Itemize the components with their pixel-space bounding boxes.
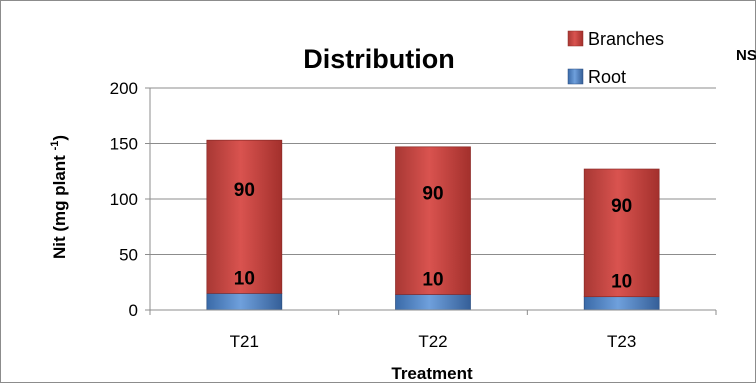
y-tick-label: 0	[129, 301, 138, 320]
y-axis-label-superscript: -1	[49, 141, 61, 151]
y-axis-label-close: )	[50, 135, 69, 141]
data-label-branches: 90	[611, 196, 632, 217]
x-tick-label: T23	[607, 332, 636, 351]
x-axis-label: Treatment	[391, 364, 473, 383]
data-label-branches: 90	[422, 184, 443, 205]
x-tick-label: T22	[418, 332, 447, 351]
legend-label-root: Root	[588, 67, 626, 87]
legend-swatch-branches	[567, 30, 584, 47]
bar-root-t22	[395, 294, 471, 311]
chart-title: Distribution	[303, 44, 454, 74]
y-tick-label: 150	[110, 135, 138, 154]
legend-label-branches: Branches	[588, 29, 664, 49]
bar-root-t23	[583, 296, 660, 311]
legend: Branches Root	[567, 29, 664, 87]
y-tick-labels: 0 50 100 150 200	[110, 79, 138, 320]
y-tick-label: 100	[110, 190, 138, 209]
y-tick-label: 50	[119, 246, 138, 265]
data-label-root: 10	[611, 272, 632, 293]
data-label-branches: 90	[234, 180, 255, 201]
x-tick-labels: T21 T22 T23	[230, 332, 637, 351]
corner-note: NS	[736, 47, 756, 64]
legend-swatch-root	[567, 68, 584, 85]
bar-branches-t21	[206, 139, 283, 294]
y-axis-label-main: Nit (mg plant	[50, 150, 69, 259]
data-label-root: 10	[422, 269, 443, 290]
data-label-root: 10	[234, 268, 255, 289]
bars	[206, 139, 660, 311]
data-labels: 10 90 10 90 10 90	[234, 180, 632, 293]
y-axis-label: Nit (mg plant -1)	[49, 135, 69, 259]
y-tick-label: 200	[110, 79, 138, 98]
bar-branches-t22	[395, 146, 471, 295]
bar-branches-t23	[583, 168, 660, 298]
x-tick-label: T21	[230, 332, 259, 351]
axes	[145, 87, 717, 315]
bar-root-t21	[206, 293, 283, 311]
